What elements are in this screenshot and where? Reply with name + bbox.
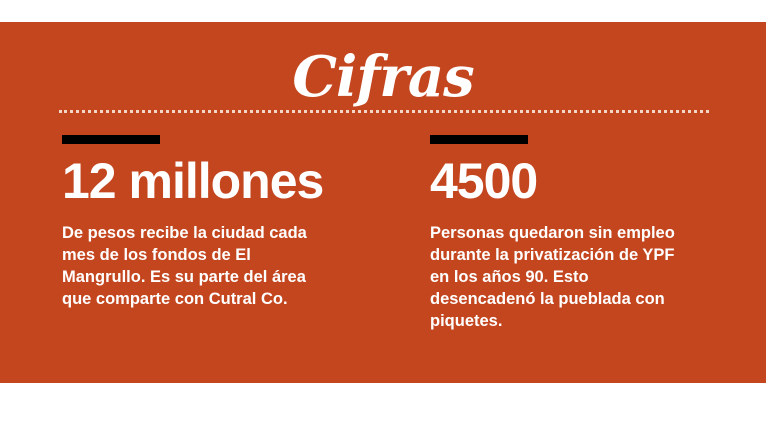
- stat-value: 4500: [430, 153, 538, 209]
- title: Cifras: [292, 44, 474, 110]
- stat-description: De pesos recibe la ciudad cada mes de lo…: [62, 224, 307, 308]
- infographic-panel: Cifras 12 millones De pesos recibe la ci…: [0, 22, 766, 383]
- stat-block: 12 millones De pesos recibe la ciudad ca…: [62, 135, 324, 310]
- stat-block: 4500 Personas quedaron sin empleo durant…: [430, 135, 690, 332]
- accent-bar: [430, 135, 528, 144]
- dotted-divider: [59, 110, 709, 113]
- stat-value: 12 millones: [62, 153, 324, 209]
- accent-bar: [62, 135, 160, 144]
- stat-description: Personas quedaron sin empleo durante la …: [430, 224, 675, 330]
